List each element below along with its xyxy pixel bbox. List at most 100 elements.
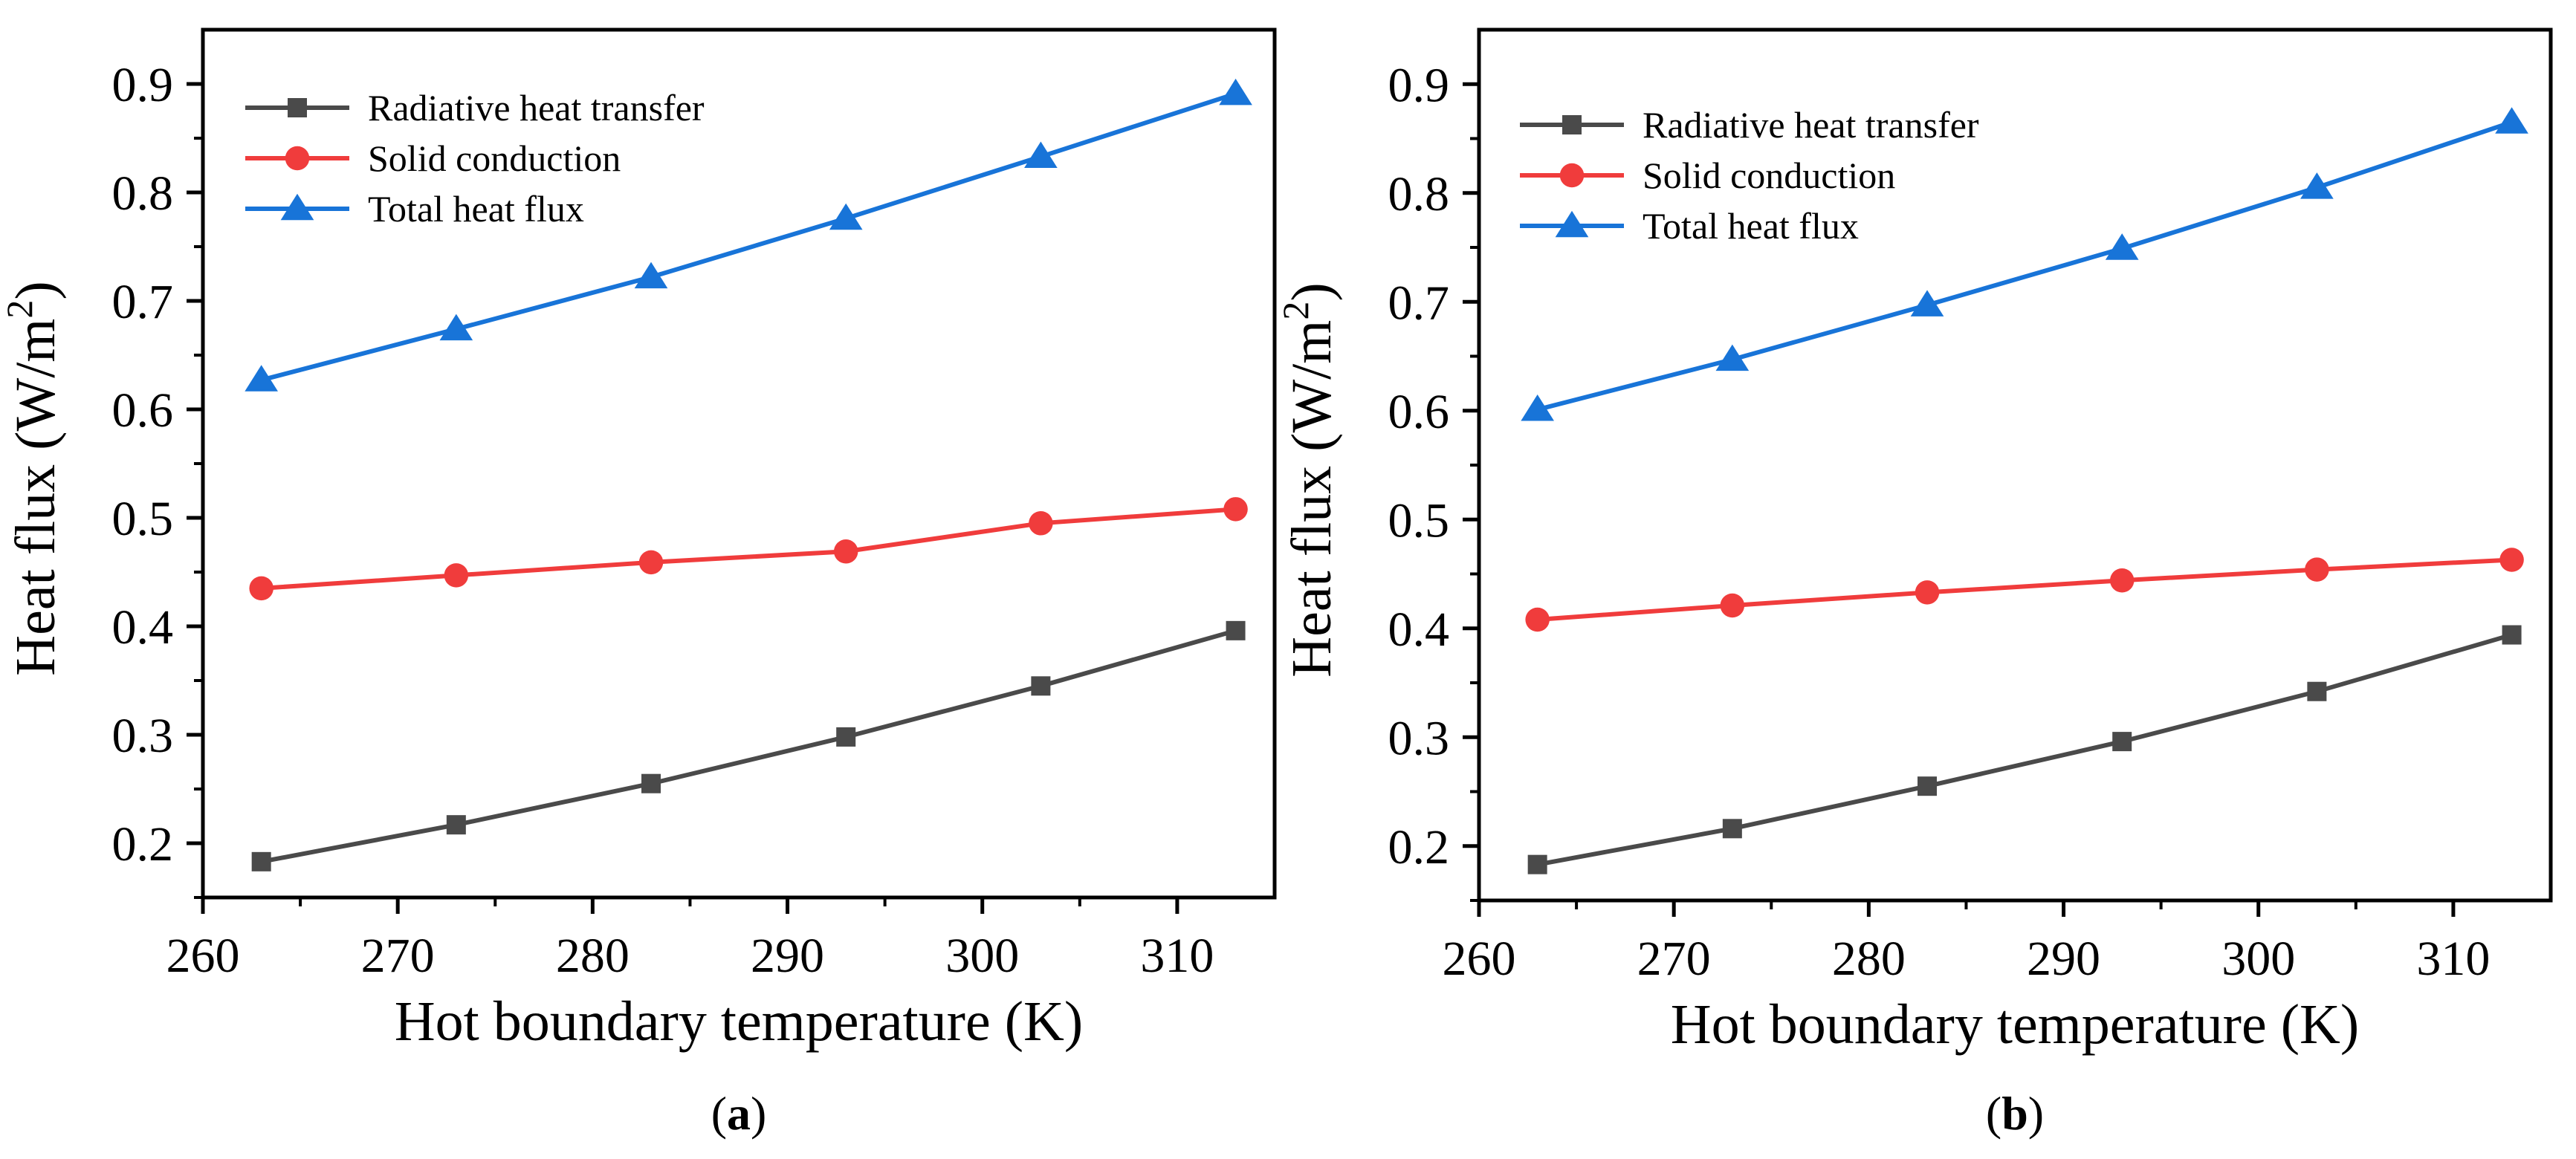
data-point [1219, 78, 1252, 105]
x-tick-label: 280 [1832, 932, 1906, 986]
y-axis-title-superscript: 2 [1275, 302, 1316, 320]
legend-marker [1559, 163, 1585, 188]
data-point [1031, 676, 1051, 696]
panel-label-open: ( [1986, 1087, 2001, 1140]
x-tick-label: 260 [1443, 932, 1516, 986]
legend-label: Solid conduction [1643, 155, 1895, 196]
y-tick-label: 0.7 [1388, 276, 1450, 330]
data-point [2495, 107, 2528, 134]
legend-entry: Solid conduction [1520, 155, 1895, 196]
data-point [1720, 593, 1745, 618]
data-point [1918, 776, 1938, 796]
data-point [829, 203, 863, 230]
data-point [2502, 625, 2522, 645]
y-axis-title: Heat flux (W/m2) [1275, 282, 1343, 677]
x-tick-label: 310 [1140, 929, 1214, 983]
data-point [2109, 568, 2135, 593]
data-point [1715, 344, 1750, 371]
y-tick-label: 0.5 [112, 492, 174, 546]
chart-panel-b: 260 270 280 290 300 310 0.2 0.3 0.4 0.5 0.6 0.7 0.8 0… [1275, 27, 2553, 1140]
y-tick-label: 0.8 [112, 166, 174, 221]
data-point [634, 262, 668, 289]
y-tick-label: 0.4 [112, 600, 174, 655]
legend-marker [1562, 115, 1582, 134]
data-point [1223, 497, 1248, 522]
x-axis-title: Hot boundary temperature (K) [395, 990, 1083, 1053]
data-point [444, 563, 469, 588]
panel-label: (b) [1986, 1087, 2044, 1140]
data-point [638, 550, 664, 575]
data-point [1029, 511, 1053, 536]
legend-marker [1555, 210, 1589, 238]
panel-label: (a) [711, 1087, 767, 1140]
series-circle [1525, 548, 2524, 632]
legend-label: Radiative heat transfer [1643, 104, 1979, 146]
data-point [1915, 580, 1940, 605]
data-point [2300, 172, 2334, 199]
y-tick-label: 0.9 [1388, 58, 1450, 112]
y-tick-label: 0.4 [1388, 603, 1450, 657]
y-tick-label: 0.9 [112, 58, 174, 112]
data-point [2105, 233, 2139, 260]
data-point [2112, 732, 2132, 752]
legend-label: Radiative heat transfer [368, 87, 705, 129]
y-tick-label: 0.6 [1388, 385, 1450, 439]
chart-panel-a: 260 270 280 290 300 310 0.2 0.3 0.4 0.5 0.6 0.7 0.8 0… [0, 27, 1277, 1140]
y-tick-label: 0.2 [1388, 820, 1450, 874]
y-tick-label: 0.3 [1388, 711, 1450, 765]
data-point [251, 851, 271, 871]
data-point [439, 314, 473, 341]
legend-marker [288, 98, 307, 117]
data-point [1525, 607, 1550, 632]
x-tick-label: 300 [2221, 932, 2295, 986]
panel-label-letter: a [727, 1087, 751, 1140]
x-tick-label: 270 [1637, 932, 1711, 986]
panel-label-close: ) [751, 1087, 766, 1140]
data-point [2499, 548, 2524, 572]
series-square [251, 620, 1246, 871]
data-point [245, 365, 278, 392]
series-triangle [1521, 107, 2528, 421]
y-tick-label: 0.3 [112, 709, 174, 763]
legend-label: Total heat flux [368, 188, 584, 230]
legend-entry: Solid conduction [245, 137, 621, 179]
series-square [1527, 625, 2522, 874]
legend-marker [280, 193, 314, 221]
data-point [641, 773, 661, 793]
y-tick-label: 0.2 [112, 817, 174, 871]
x-tick-label: 290 [751, 929, 824, 983]
legend-entry: Total heat flux [1520, 205, 1859, 247]
x-tick-label: 280 [556, 929, 630, 983]
legend-label: Total heat flux [1643, 205, 1859, 247]
x-tick-label: 260 [166, 929, 240, 983]
x-tick-label: 270 [361, 929, 435, 983]
legend-entry: Radiative heat transfer [245, 87, 705, 129]
x-axis-title: Hot boundary temperature (K) [1671, 993, 2359, 1056]
y-tick-label: 0.6 [112, 383, 174, 438]
data-point [836, 727, 856, 747]
x-tick-label: 310 [2416, 932, 2490, 986]
series-triangle [245, 78, 1252, 392]
plot-frame [1477, 27, 2553, 903]
y-axis-title-main: Heat flux (W/m [1281, 320, 1343, 678]
y-axis-title-superscript: 2 [0, 300, 40, 319]
series-line [1536, 120, 2513, 412]
legend-entry: Radiative heat transfer [1520, 104, 1979, 146]
y-tick-label: 0.8 [1388, 167, 1450, 221]
y-axis-title-main: Heat flux (W/m [4, 319, 67, 676]
series-circle [249, 497, 1248, 601]
data-point [2307, 681, 2327, 701]
series-line [260, 91, 1237, 383]
x-tick-label: 300 [945, 929, 1019, 983]
y-axis-title: Heat flux (W/m2) [0, 281, 67, 675]
data-point [2305, 557, 2329, 582]
data-point [833, 539, 858, 564]
data-point [1521, 394, 1554, 421]
data-point [446, 815, 466, 835]
legend-label: Solid conduction [368, 137, 621, 179]
series-line [1537, 557, 2512, 623]
plot-frame [201, 27, 1277, 900]
y-axis-title-close: ) [4, 281, 67, 299]
y-tick-label: 0.7 [112, 275, 174, 329]
series-line [1537, 632, 2513, 867]
